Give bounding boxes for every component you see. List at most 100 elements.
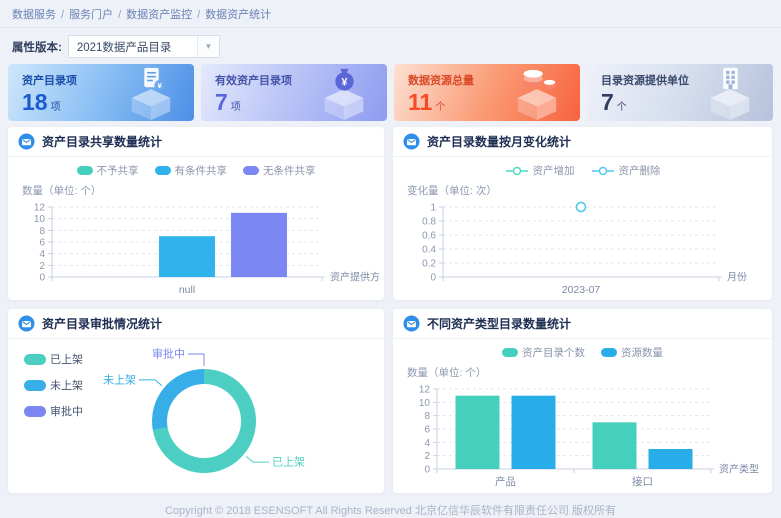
panel-badge-icon — [403, 315, 420, 332]
version-select-value: 2021数据产品目录 — [76, 41, 172, 54]
x-axis-name: 月份 — [727, 272, 747, 284]
donut-slice-label: 未上架 — [103, 373, 136, 386]
line-legend-marker-icon — [591, 166, 614, 175]
legend-item[interactable]: 资产增加 — [505, 163, 575, 178]
legend-item[interactable]: 未上架 — [24, 377, 83, 393]
panel-title: 资产目录审批情况统计 — [42, 317, 163, 331]
svg-text:0: 0 — [430, 273, 436, 284]
legend-item[interactable]: 资产目录个数 — [502, 345, 585, 360]
svg-text:6: 6 — [424, 425, 430, 436]
x-axis-name: 资产类型 — [719, 463, 759, 476]
svg-text:¥: ¥ — [158, 81, 163, 90]
legend-item[interactable]: 无条件共享 — [243, 163, 316, 178]
svg-text:1: 1 — [430, 203, 436, 214]
svg-text:10: 10 — [419, 398, 431, 409]
svg-text:12: 12 — [419, 385, 431, 396]
approval-status-donut-chart: 已上架 未上架 审批中 — [103, 347, 305, 473]
svg-text:null: null — [179, 284, 195, 296]
panel-body: 已上架 未上架 审批中 已上架 未上架 审批中 — [8, 339, 384, 491]
building-cube-icon — [710, 67, 750, 120]
document-cube-icon: ¥ — [131, 67, 171, 120]
stat-card-unit: 个 — [435, 102, 446, 113]
chart-legend: 已上架未上架审批中 — [24, 351, 83, 419]
breadcrumb-item-4[interactable]: 数据资产统计 — [205, 9, 272, 21]
svg-text:接口: 接口 — [632, 475, 653, 488]
legend-swatch-icon — [24, 405, 46, 417]
stat-card-unit: 个 — [616, 102, 627, 113]
legend-item[interactable]: 审批中 — [24, 403, 83, 419]
stat-card-value: 7 — [215, 89, 228, 115]
stat-card-value: 18 — [22, 89, 48, 115]
svg-text:12: 12 — [34, 203, 46, 214]
stat-card-label: 有效资产目录项 — [215, 75, 292, 87]
donut-slice — [152, 369, 204, 430]
svg-text:4: 4 — [424, 438, 430, 449]
x-axis-name: 资产提供方 — [330, 271, 380, 284]
breadcrumb: 数据服务 / 服务门户 / 数据资产监控 / 数据资产统计 — [0, 0, 781, 28]
svg-text:0.2: 0.2 — [422, 259, 436, 270]
svg-text:10: 10 — [34, 214, 46, 225]
data-point — [575, 201, 587, 213]
legend-label: 资产目录个数 — [522, 347, 585, 359]
svg-text:0.6: 0.6 — [422, 231, 436, 242]
coins-cube-icon — [517, 69, 557, 120]
stat-card-data-resources-total: 数据资源总量 11 个 — [394, 64, 580, 121]
panel-monthly-change: 资产目录数量按月变化统计 资产增加 资产删除 变化量（单位: 次） 0 0.2 0.4… — [393, 127, 772, 300]
svg-text:2: 2 — [424, 451, 430, 462]
panel-body: 资产增加 资产删除 变化量（单位: 次） 0 0.2 0.4 0.6 0.8 1 2023-0… — [393, 163, 772, 300]
chart-panels: 资产目录共享数量统计 不予共享 有条件共享 无条件共享 数量（单位: 个） 0 2 4 6… — [8, 127, 773, 493]
panel-title: 资产目录数量按月变化统计 — [427, 135, 572, 149]
version-select[interactable]: 2021数据产品目录 ▾ — [67, 35, 220, 58]
chevron-down-icon[interactable]: ▾ — [196, 36, 219, 57]
legend-item[interactable]: 资产删除 — [591, 163, 661, 178]
breadcrumb-item-3[interactable]: 数据资产监控 — [126, 9, 193, 21]
legend-swatch-icon — [154, 166, 171, 175]
stat-card-asset-catalog-items: 资产目录项 18 项 ¥ — [8, 64, 194, 121]
breadcrumb-separator: / — [118, 9, 122, 21]
stat-card-label: 数据资源总量 — [408, 75, 474, 87]
chart-legend: 不予共享 有条件共享 无条件共享 — [8, 163, 384, 178]
panel-header: 资产目录共享数量统计 — [8, 127, 384, 157]
filter-bar: 属性版本: 2021数据产品目录 ▾ — [0, 28, 781, 64]
legend-label: 不予共享 — [96, 165, 139, 177]
legend-swatch-icon — [76, 166, 93, 175]
panel-header: 资产目录审批情况统计 — [8, 309, 384, 339]
stat-card-value: 7 — [601, 89, 614, 115]
panel-approval-status: 资产目录审批情况统计 已上架 未上架 审批中 已上架 未上架 审批中 — [8, 309, 384, 493]
legend-swatch-icon — [601, 348, 617, 357]
svg-text:2023-07: 2023-07 — [562, 284, 601, 296]
legend-label: 已上架 — [50, 354, 83, 366]
bar — [511, 395, 556, 469]
svg-text:8: 8 — [424, 411, 430, 422]
legend-label: 资产增加 — [532, 165, 575, 177]
panel-header: 资产目录数量按月变化统计 — [393, 127, 772, 157]
legend-item[interactable]: 资源数量 — [601, 345, 663, 360]
donut-slice-label: 审批中 — [152, 347, 185, 361]
legend-item[interactable]: 有条件共享 — [154, 163, 227, 178]
stat-card-label: 资产目录项 — [22, 75, 77, 87]
breadcrumb-item-2[interactable]: 服务门户 — [69, 9, 114, 21]
svg-text:0: 0 — [39, 273, 45, 284]
svg-text:¥: ¥ — [342, 76, 348, 88]
y-axis-unit-label: 数量（单位: 个） — [407, 367, 487, 379]
svg-text:0.8: 0.8 — [422, 217, 436, 228]
legend-swatch-icon — [502, 348, 518, 357]
chart-legend: 资产增加 资产删除 — [393, 163, 772, 178]
svg-text:0.4: 0.4 — [422, 245, 436, 256]
chart-legend: 资产目录个数 资源数量 — [393, 345, 772, 360]
panel-badge-icon — [18, 315, 35, 332]
svg-text:8: 8 — [39, 226, 45, 237]
legend-item[interactable]: 已上架 — [24, 351, 83, 367]
svg-text:产品: 产品 — [495, 475, 516, 488]
y-axis-unit-label: 数量（单位: 个） — [22, 185, 102, 197]
svg-text:0: 0 — [424, 465, 430, 476]
line-legend-marker-icon — [505, 166, 528, 175]
breadcrumb-item-1[interactable]: 数据服务 — [12, 9, 56, 21]
panel-header: 不同资产类型目录数量统计 — [393, 309, 772, 339]
legend-item[interactable]: 不予共享 — [76, 163, 139, 178]
legend-swatch-icon — [24, 379, 46, 391]
legend-swatch-icon — [24, 353, 46, 365]
